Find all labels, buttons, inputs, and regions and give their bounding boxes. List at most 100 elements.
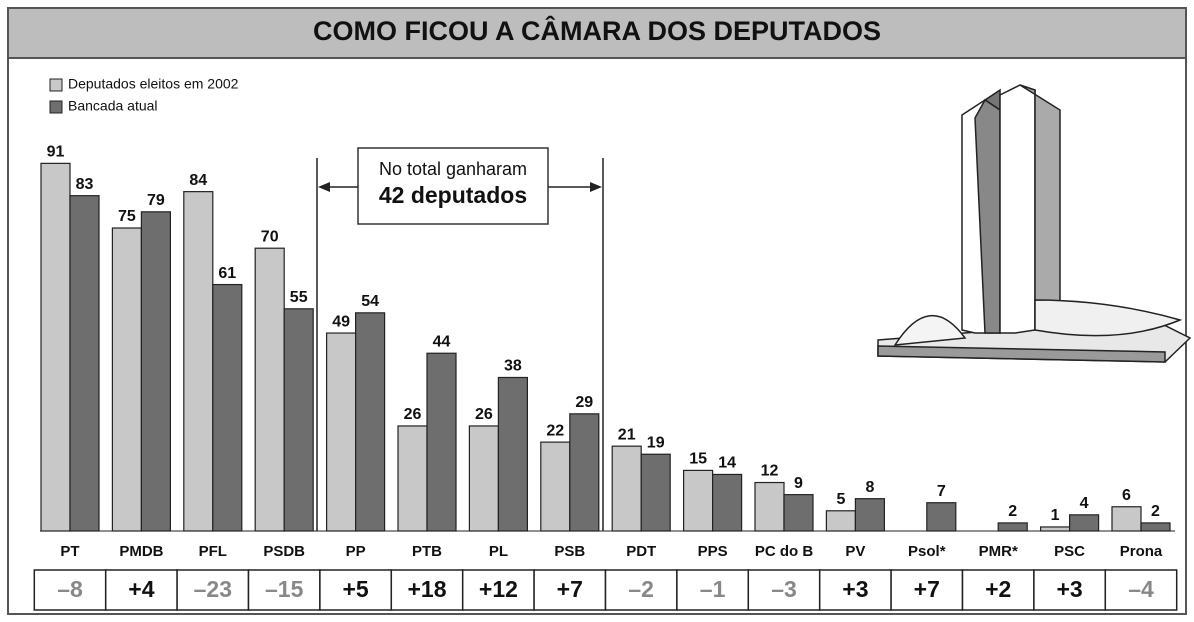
value-label: 5	[836, 491, 845, 508]
change-label: –1	[700, 576, 726, 602]
change-cell	[33, 569, 107, 611]
change-label: +4	[128, 576, 154, 602]
value-label: 79	[147, 192, 165, 209]
legend-label: Bancada atual	[68, 98, 158, 114]
bar	[540, 441, 571, 532]
bar	[640, 453, 671, 532]
bar	[825, 510, 857, 532]
change-cell	[1033, 569, 1107, 611]
change-label: –8	[57, 576, 83, 602]
x-tick-label: PC do B	[755, 543, 813, 560]
legend-swatch	[49, 78, 63, 92]
value-label: 75	[118, 208, 136, 225]
value-label: 84	[189, 172, 207, 189]
bar	[569, 413, 600, 532]
x-tick-label: PL	[489, 543, 508, 560]
change-cell	[319, 569, 393, 611]
change-label: +18	[407, 576, 446, 602]
bar	[497, 376, 528, 532]
value-label: 19	[647, 434, 665, 451]
change-label: –4	[1128, 576, 1154, 602]
bar	[1111, 506, 1142, 532]
change-label: –3	[771, 576, 797, 602]
x-tick-label: PT	[60, 543, 79, 560]
bar	[355, 312, 386, 532]
x-tick-label: PFL	[199, 543, 227, 560]
annotation-box	[357, 147, 549, 225]
value-label: 38	[504, 358, 522, 375]
bar	[1140, 522, 1171, 532]
change-label: +3	[1056, 576, 1082, 602]
x-tick-label: PSB	[554, 543, 585, 560]
value-label: 4	[1080, 495, 1089, 512]
value-label: 9	[794, 475, 803, 492]
value-label: 70	[261, 228, 279, 245]
arrow-head	[590, 182, 602, 192]
value-label: 1	[1051, 507, 1060, 524]
x-tick-label: PMR*	[979, 543, 1018, 560]
bar	[69, 195, 100, 532]
change-label: –23	[194, 576, 232, 602]
arrow-head	[318, 182, 330, 192]
value-label: 12	[761, 463, 779, 480]
legend-label: Deputados eleitos em 2002	[68, 76, 239, 92]
bar	[1039, 526, 1071, 532]
x-tick-label: Prona	[1120, 543, 1163, 560]
value-label: 6	[1122, 487, 1131, 504]
change-label: –15	[265, 576, 304, 602]
x-tick-label: PP	[346, 543, 366, 560]
change-cell	[176, 569, 250, 611]
bar	[711, 473, 743, 532]
value-label: 44	[433, 333, 451, 350]
value-label: 2	[1151, 503, 1160, 520]
value-label: 55	[290, 289, 308, 306]
building-illustration	[877, 84, 1192, 363]
value-label: 54	[361, 293, 379, 310]
change-label: +7	[914, 576, 940, 602]
value-label: 14	[718, 455, 736, 472]
bar	[111, 227, 143, 532]
bar	[283, 308, 314, 532]
annotation: 42 deputados	[379, 182, 527, 208]
change-label: +7	[557, 576, 583, 602]
x-tick-label: Psol*	[908, 543, 946, 560]
x-tick-label: PSC	[1054, 543, 1085, 560]
value-label: 8	[865, 479, 874, 496]
value-label: 29	[575, 394, 593, 411]
bar	[212, 283, 243, 532]
bar	[397, 425, 428, 532]
x-tick-label: PV	[845, 543, 865, 560]
value-label: 26	[475, 406, 493, 423]
bar	[754, 481, 785, 532]
title-bar	[7, 7, 1187, 59]
bar	[682, 469, 714, 532]
change-cell	[1104, 569, 1178, 611]
bar	[140, 211, 171, 532]
change-cell	[104, 569, 178, 611]
change-cell	[604, 569, 678, 611]
bar	[854, 498, 886, 532]
bar	[1068, 514, 1100, 532]
value-label: 61	[218, 265, 236, 282]
bar	[426, 352, 457, 532]
bar	[997, 522, 1028, 532]
x-tick-label: PDT	[626, 543, 656, 560]
annotation: No total ganharam	[379, 159, 527, 179]
x-tick-label: PSDB	[263, 543, 305, 560]
change-label: +12	[479, 576, 518, 602]
value-label: 83	[76, 176, 94, 193]
change-label: +5	[342, 576, 368, 602]
change-cell	[676, 569, 750, 611]
bar	[183, 191, 214, 532]
value-label: 21	[618, 426, 636, 443]
bar	[254, 247, 285, 532]
bar	[611, 445, 642, 532]
value-label: 15	[689, 451, 707, 468]
value-label: 2	[1008, 503, 1017, 520]
value-label: 7	[937, 483, 946, 500]
change-cell	[247, 569, 321, 611]
change-cell	[390, 569, 464, 611]
bar	[326, 332, 357, 532]
chart-title: COMO FICOU A CÂMARA DOS DEPUTADOS	[313, 15, 881, 46]
